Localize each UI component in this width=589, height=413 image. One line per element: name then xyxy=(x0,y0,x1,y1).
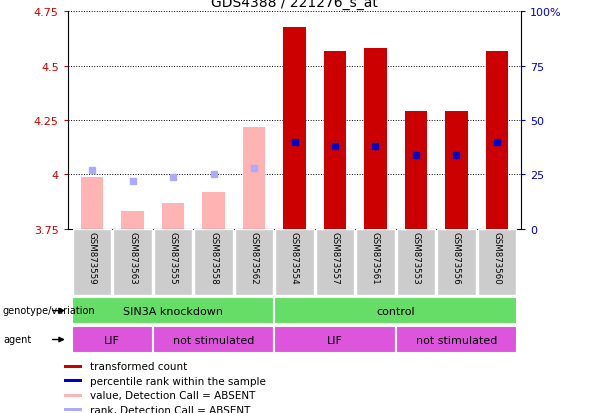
Bar xyxy=(162,203,184,229)
Text: not stimulated: not stimulated xyxy=(416,335,497,345)
FancyBboxPatch shape xyxy=(113,229,152,295)
Bar xyxy=(365,49,386,229)
FancyBboxPatch shape xyxy=(396,229,435,295)
Bar xyxy=(64,380,82,382)
FancyBboxPatch shape xyxy=(72,229,111,295)
Bar xyxy=(203,192,224,229)
FancyBboxPatch shape xyxy=(396,326,517,353)
FancyBboxPatch shape xyxy=(194,229,233,295)
Bar xyxy=(64,365,82,368)
FancyBboxPatch shape xyxy=(234,229,273,295)
Text: GSM873557: GSM873557 xyxy=(330,231,339,284)
Bar xyxy=(324,51,346,229)
Text: transformed count: transformed count xyxy=(90,361,187,371)
FancyBboxPatch shape xyxy=(154,229,193,295)
FancyBboxPatch shape xyxy=(316,229,355,295)
Title: GDS4388 / 221276_s_at: GDS4388 / 221276_s_at xyxy=(211,0,378,10)
Text: GSM873555: GSM873555 xyxy=(168,231,177,284)
Bar xyxy=(486,51,508,229)
Text: agent: agent xyxy=(3,335,31,344)
Bar xyxy=(445,112,468,229)
Bar xyxy=(81,177,103,229)
FancyBboxPatch shape xyxy=(437,229,476,295)
Bar xyxy=(121,212,144,229)
Text: rank, Detection Call = ABSENT: rank, Detection Call = ABSENT xyxy=(90,405,250,413)
Text: LIF: LIF xyxy=(104,335,120,345)
Text: LIF: LIF xyxy=(327,335,343,345)
Text: GSM873560: GSM873560 xyxy=(492,231,501,284)
Text: GSM873562: GSM873562 xyxy=(250,231,259,284)
Bar xyxy=(64,394,82,397)
FancyBboxPatch shape xyxy=(153,326,274,353)
Bar xyxy=(64,408,82,411)
Text: value, Detection Call = ABSENT: value, Detection Call = ABSENT xyxy=(90,390,256,400)
FancyBboxPatch shape xyxy=(275,229,314,295)
Bar xyxy=(243,127,265,229)
Text: SIN3A knockdown: SIN3A knockdown xyxy=(123,306,223,316)
FancyBboxPatch shape xyxy=(72,326,153,353)
Text: GSM873554: GSM873554 xyxy=(290,231,299,284)
Bar xyxy=(405,112,427,229)
FancyBboxPatch shape xyxy=(72,297,274,324)
Text: genotype/variation: genotype/variation xyxy=(3,306,95,316)
FancyBboxPatch shape xyxy=(274,326,396,353)
Text: GSM873559: GSM873559 xyxy=(88,231,97,284)
Text: GSM873561: GSM873561 xyxy=(371,231,380,284)
FancyBboxPatch shape xyxy=(478,229,517,295)
Text: GSM873563: GSM873563 xyxy=(128,231,137,284)
FancyBboxPatch shape xyxy=(274,297,517,324)
Text: percentile rank within the sample: percentile rank within the sample xyxy=(90,376,266,386)
Text: GSM873558: GSM873558 xyxy=(209,231,218,284)
Text: GSM873556: GSM873556 xyxy=(452,231,461,284)
Text: GSM873553: GSM873553 xyxy=(412,231,421,284)
FancyBboxPatch shape xyxy=(356,229,395,295)
Bar xyxy=(283,28,306,229)
Text: not stimulated: not stimulated xyxy=(173,335,254,345)
Text: control: control xyxy=(376,306,415,316)
